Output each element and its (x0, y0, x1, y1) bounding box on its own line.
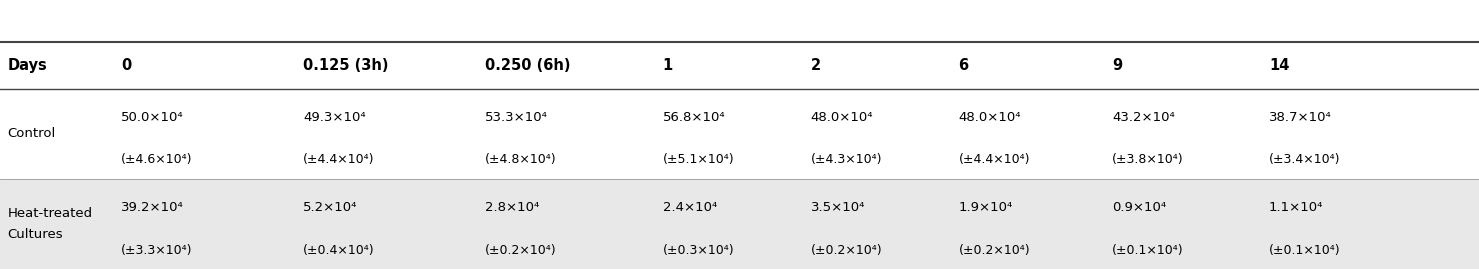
Text: 6: 6 (958, 58, 969, 73)
Text: 38.7×10⁴: 38.7×10⁴ (1269, 111, 1331, 124)
Text: Days: Days (7, 58, 47, 73)
Text: 0.125 (3h): 0.125 (3h) (303, 58, 389, 73)
Text: (±4.3×10⁴): (±4.3×10⁴) (810, 153, 881, 165)
Text: 0: 0 (121, 58, 132, 73)
Text: 56.8×10⁴: 56.8×10⁴ (663, 111, 725, 124)
Text: 48.0×10⁴: 48.0×10⁴ (810, 111, 873, 124)
Text: (±4.6×10⁴): (±4.6×10⁴) (121, 153, 192, 165)
Text: 3.5×10⁴: 3.5×10⁴ (810, 201, 865, 214)
Text: (±3.3×10⁴): (±3.3×10⁴) (121, 245, 192, 257)
Text: (±5.1×10⁴): (±5.1×10⁴) (663, 153, 734, 165)
Text: 2: 2 (810, 58, 821, 73)
Text: 1: 1 (663, 58, 673, 73)
Text: 5.2×10⁴: 5.2×10⁴ (303, 201, 358, 214)
Text: (±0.2×10⁴): (±0.2×10⁴) (485, 245, 556, 257)
Text: 1.1×10⁴: 1.1×10⁴ (1269, 201, 1324, 214)
Text: 1.9×10⁴: 1.9×10⁴ (958, 201, 1013, 214)
Text: 9: 9 (1112, 58, 1123, 73)
Text: 0.250 (6h): 0.250 (6h) (485, 58, 571, 73)
Text: 0.9×10⁴: 0.9×10⁴ (1112, 201, 1167, 214)
Text: 48.0×10⁴: 48.0×10⁴ (958, 111, 1021, 124)
Text: Control: Control (7, 127, 56, 140)
Text: (±0.2×10⁴): (±0.2×10⁴) (958, 245, 1029, 257)
Bar (0, 89, 1479, 179)
Text: (±3.8×10⁴): (±3.8×10⁴) (1112, 153, 1183, 165)
Text: (±0.3×10⁴): (±0.3×10⁴) (663, 245, 734, 257)
Text: 39.2×10⁴: 39.2×10⁴ (121, 201, 183, 214)
Text: (±4.8×10⁴): (±4.8×10⁴) (485, 153, 556, 165)
Text: 43.2×10⁴: 43.2×10⁴ (1112, 111, 1174, 124)
Text: 2.8×10⁴: 2.8×10⁴ (485, 201, 540, 214)
Text: Heat-treated: Heat-treated (7, 207, 93, 220)
Text: (±0.4×10⁴): (±0.4×10⁴) (303, 245, 374, 257)
Text: (±0.1×10⁴): (±0.1×10⁴) (1269, 245, 1340, 257)
Text: 14: 14 (1269, 58, 1290, 73)
Bar (0, 179, 1479, 269)
Text: 50.0×10⁴: 50.0×10⁴ (121, 111, 183, 124)
Text: 53.3×10⁴: 53.3×10⁴ (485, 111, 549, 124)
Text: (±0.1×10⁴): (±0.1×10⁴) (1112, 245, 1183, 257)
Text: (±0.2×10⁴): (±0.2×10⁴) (810, 245, 881, 257)
Text: (±4.4×10⁴): (±4.4×10⁴) (958, 153, 1029, 165)
Text: (±3.4×10⁴): (±3.4×10⁴) (1269, 153, 1340, 165)
Text: Cultures: Cultures (7, 228, 64, 241)
Text: 49.3×10⁴: 49.3×10⁴ (303, 111, 365, 124)
Text: (±4.4×10⁴): (±4.4×10⁴) (303, 153, 374, 165)
Text: 2.4×10⁴: 2.4×10⁴ (663, 201, 717, 214)
